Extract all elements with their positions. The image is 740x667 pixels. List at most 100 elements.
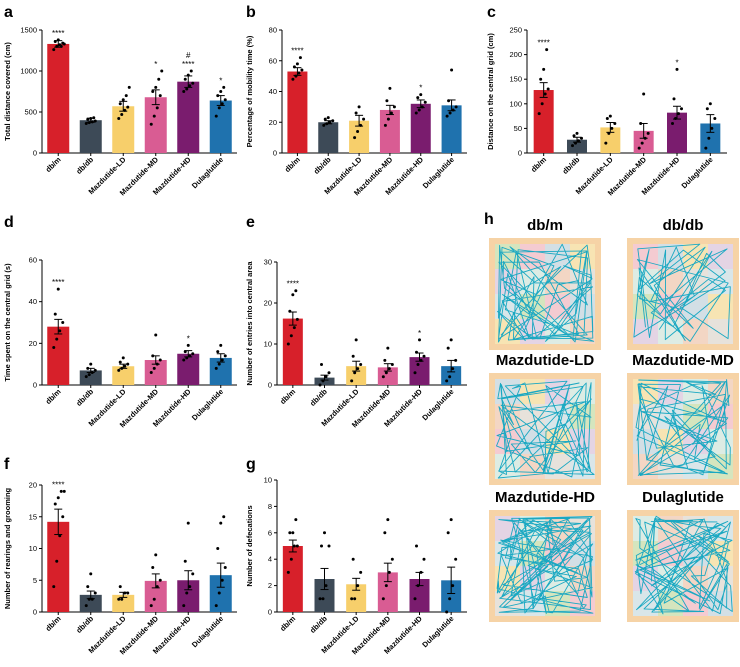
y-tick-label: 150 <box>509 75 522 84</box>
data-point <box>328 120 332 124</box>
bar-b-3 <box>379 109 400 153</box>
data-point <box>59 489 63 493</box>
data-point <box>387 570 391 574</box>
arena-cell <box>658 244 683 269</box>
data-point <box>610 126 614 130</box>
data-point <box>183 559 187 563</box>
data-point <box>608 114 612 118</box>
significance-mark: * <box>187 334 190 343</box>
data-point <box>154 85 158 89</box>
data-point <box>149 604 153 608</box>
data-point <box>637 146 641 150</box>
track-map-title: Mazdutide-HD <box>495 489 595 506</box>
data-point <box>413 371 417 375</box>
data-point <box>53 502 57 506</box>
y-tick-label: 8 <box>268 502 272 511</box>
x-tick-label: db/m <box>44 155 63 174</box>
data-point <box>300 68 304 72</box>
data-point <box>419 93 423 97</box>
x-tick-label: db/db <box>312 155 333 176</box>
data-point <box>52 346 56 349</box>
bar-g-5 <box>441 580 462 612</box>
data-point <box>646 131 650 135</box>
data-point <box>323 117 327 121</box>
data-point <box>155 106 159 110</box>
data-point <box>413 597 417 601</box>
data-point <box>704 146 708 150</box>
data-point <box>353 371 357 375</box>
bar-g-4 <box>409 579 430 612</box>
bar-a-1 <box>79 120 102 153</box>
data-point <box>671 121 674 125</box>
data-point <box>220 578 224 582</box>
data-point <box>574 141 577 145</box>
data-point <box>321 597 325 601</box>
data-point <box>324 375 328 379</box>
data-point <box>640 141 644 145</box>
data-point <box>381 597 385 601</box>
data-point <box>123 591 127 595</box>
significance-mark: **** <box>287 280 299 289</box>
data-point <box>359 363 363 366</box>
y-tick-label: 0 <box>273 149 277 158</box>
x-tick-label: db/db <box>308 387 329 408</box>
data-point <box>118 360 122 364</box>
data-point <box>537 112 541 116</box>
y-tick-label: 10 <box>29 544 37 553</box>
data-point <box>126 362 130 366</box>
y-axis-label: Number of rearings and grooming <box>3 487 12 609</box>
data-point <box>84 375 88 379</box>
panel-label-h: h <box>484 211 494 228</box>
y-axis-label: Number of defecations <box>245 505 254 586</box>
data-point <box>613 121 617 125</box>
data-point <box>151 90 155 93</box>
data-point <box>546 87 550 91</box>
movement-track <box>496 380 595 479</box>
data-point <box>323 531 326 535</box>
arena-cell <box>633 379 658 404</box>
bar-b-4 <box>410 103 431 153</box>
y-tick-label: 6 <box>268 528 272 537</box>
data-point <box>386 518 390 522</box>
significance-mark: **** <box>182 60 194 69</box>
data-point <box>223 98 227 102</box>
bar-d-5 <box>209 357 232 385</box>
data-point <box>217 106 221 110</box>
data-point <box>53 39 57 43</box>
data-point <box>383 358 387 362</box>
data-point <box>672 97 676 101</box>
data-point <box>539 77 543 81</box>
data-point <box>447 99 451 103</box>
data-point <box>286 342 290 346</box>
data-point <box>152 366 156 370</box>
y-tick-label: 15 <box>29 512 37 521</box>
data-point <box>448 111 452 115</box>
bar-a-4 <box>177 81 200 153</box>
data-point <box>286 570 290 574</box>
track-map-title: Dulaglutide <box>642 489 724 506</box>
data-point <box>188 354 192 358</box>
x-tick-label: db/db <box>308 614 329 635</box>
data-point <box>643 136 647 140</box>
data-point <box>120 366 124 370</box>
data-point <box>126 105 130 109</box>
data-point <box>289 334 293 338</box>
data-point <box>188 84 192 88</box>
y-axis-label: Number of entries into central area <box>245 261 254 386</box>
data-point <box>117 597 121 601</box>
data-point <box>158 94 162 98</box>
data-point <box>52 48 56 52</box>
data-point <box>542 67 546 71</box>
data-point <box>295 62 299 66</box>
data-point <box>571 144 574 148</box>
data-point <box>362 117 366 121</box>
data-point <box>386 346 390 350</box>
data-point <box>295 317 299 321</box>
y-tick-label: 1500 <box>20 26 37 35</box>
data-point <box>326 116 330 120</box>
data-point <box>448 597 452 601</box>
data-point <box>89 117 93 121</box>
track-map-0: db/m <box>489 217 601 350</box>
data-point <box>416 584 420 588</box>
data-point <box>351 354 355 358</box>
